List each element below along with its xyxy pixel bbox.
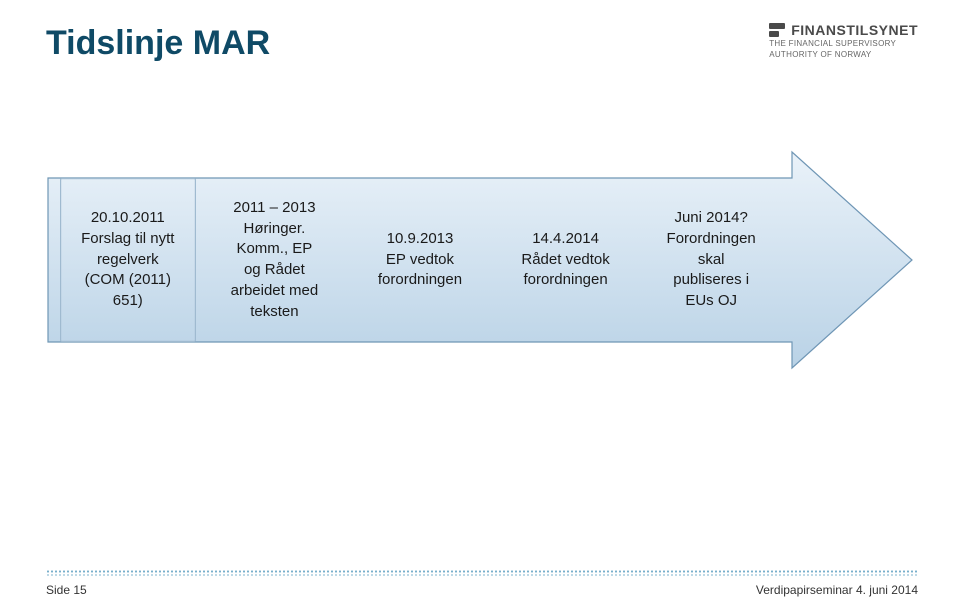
milestone-text-line: publiseres i	[673, 271, 749, 290]
milestone-text-line: Komm., EP	[236, 240, 312, 259]
page-number: Side 15	[46, 583, 87, 597]
milestone-text-line: Rådet vedtok	[521, 251, 609, 270]
timeline-arrow: 20.10.2011 Forslag til nytt regelverk(COM …	[46, 150, 914, 370]
brand-logo-top: FINANSTILSYNET	[769, 22, 918, 38]
milestone-2: 10.9.2013 EP vedtokforordningen	[353, 178, 487, 342]
milestone-text-line: forordningen	[523, 271, 607, 290]
milestone-text-line: regelverk	[97, 251, 159, 270]
brand-sub-1: THE FINANCIAL SUPERVISORY	[769, 40, 918, 49]
milestone-text-line: Høringer.	[244, 220, 306, 239]
page-title: Tidslinje MAR	[46, 24, 270, 63]
brand-logo: FINANSTILSYNET THE FINANCIAL SUPERVISORY…	[769, 22, 918, 60]
milestone-date: 20.10.2011	[91, 209, 165, 228]
page-title-text: Tidslinje MAR	[46, 24, 270, 62]
milestone-date: 10.9.2013	[387, 230, 454, 249]
footer-divider-2	[46, 574, 918, 576]
milestone-text-line: forordningen	[378, 271, 462, 290]
brand-mark-icon	[769, 23, 785, 37]
milestone-date: 2011 – 2013	[233, 199, 315, 218]
milestone-text-line: Forslag til nytt	[81, 230, 174, 249]
brand-sub-2: AUTHORITY OF NORWAY	[769, 51, 918, 60]
footer-event: Verdipapirseminar 4. juni 2014	[756, 583, 918, 597]
milestone-text-line: (COM (2011)	[85, 271, 171, 290]
milestone-text-line: 651)	[113, 292, 143, 311]
milestone-date: 14.4.2014	[532, 230, 599, 249]
milestone-4: Juni 2014? Forordningen skalpubliseres i EU…	[644, 178, 778, 342]
milestone-text-line: Forordningen	[667, 230, 756, 249]
milestone-1: 2011 – 2013 Høringer.Komm., EP og Rådet arb…	[208, 178, 342, 342]
brand-name: FINANSTILSYNET	[791, 22, 918, 38]
milestone-text-line: teksten	[250, 303, 298, 322]
milestone-text-line: EP vedtok	[386, 251, 454, 270]
milestone-text-line: arbeidet med	[231, 282, 319, 301]
milestone-text-line: EUs OJ	[685, 292, 737, 311]
milestone-0: 20.10.2011 Forslag til nytt regelverk(COM …	[60, 178, 196, 342]
footer-divider	[46, 570, 918, 573]
milestone-date: Juni 2014?	[674, 209, 747, 228]
milestone-text-line: og Rådet	[244, 261, 305, 280]
milestone-3: 14.4.2014 Rådet vedtokforordningen	[499, 178, 633, 342]
milestone-text-line: skal	[698, 251, 725, 270]
milestone-row: 20.10.2011 Forslag til nytt regelverk(COM …	[46, 178, 792, 342]
